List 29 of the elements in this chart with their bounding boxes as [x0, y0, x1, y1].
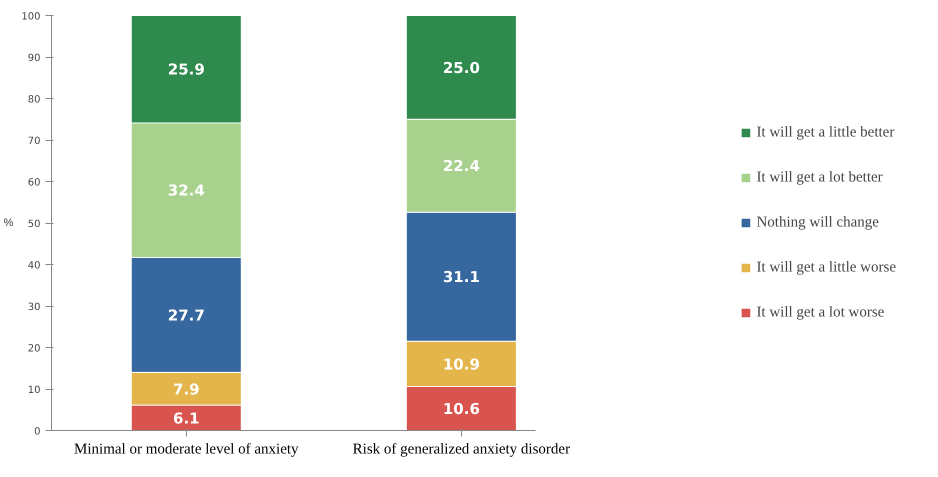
legend-label: It will get a little worse: [756, 259, 896, 276]
y-tick-label: 10: [28, 385, 41, 396]
y-tick-label: 40: [28, 260, 41, 272]
data-label: 27.7: [168, 306, 205, 324]
data-label: 10.6: [442, 400, 480, 418]
legend-label: It will get a lot better: [756, 169, 883, 186]
y-tick-label: 70: [28, 136, 41, 147]
y-tick-label: 100: [21, 12, 41, 22]
y-tick-label: 90: [28, 53, 41, 64]
data-label: 25.0: [442, 58, 480, 77]
data-label: 31.1: [442, 268, 480, 286]
data-label: 6.1: [173, 409, 200, 428]
y-axis-title: %: [4, 217, 14, 229]
y-tick-label: 80: [28, 94, 41, 106]
data-label: 10.9: [442, 355, 480, 374]
data-label: 22.4: [442, 157, 480, 176]
legend-label: It will get a little better: [756, 124, 894, 141]
data-label: 7.9: [173, 380, 200, 398]
x-tick-label: Minimal or moderate level of anxiety: [74, 442, 300, 458]
y-tick-label: 0: [34, 426, 41, 438]
data-label: 25.9: [168, 60, 205, 79]
legend-label: It will get a lot worse: [756, 304, 884, 321]
legend-label: Nothing will change: [756, 214, 879, 231]
y-tick-label: 50: [28, 219, 41, 230]
y-tick-label: 20: [28, 344, 41, 354]
x-tick-label: Risk of generalized anxiety disorder: [352, 442, 570, 458]
y-tick-label: 30: [28, 302, 41, 313]
data-label: 32.4: [168, 182, 205, 200]
y-tick-label: 60: [28, 178, 41, 188]
